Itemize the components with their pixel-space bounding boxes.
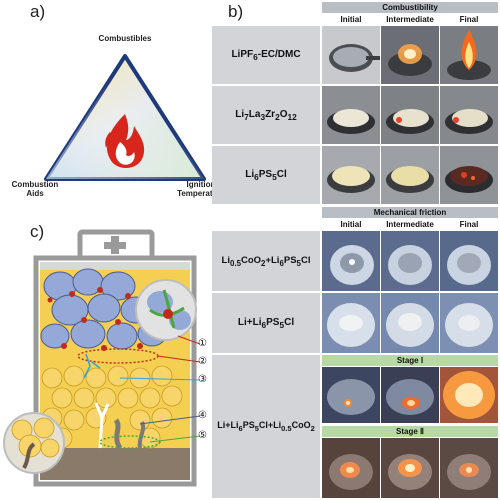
row-label-lpsc: Li6PS5Cl — [212, 146, 320, 204]
photo-friction2-intermediate — [381, 293, 439, 353]
photo-electrolyte-final — [440, 26, 498, 84]
row-label-lipf6: LiPF6-EC/DMC — [212, 26, 320, 84]
photo-llzo-final — [440, 86, 498, 144]
photo-stage2-initial — [322, 438, 380, 498]
col-final: Final — [459, 15, 479, 24]
callout-5: ⑤ — [198, 430, 207, 441]
panel-a-label: a) — [30, 2, 46, 21]
photo-stage1-intermediate — [381, 367, 439, 423]
flame-icon — [105, 114, 145, 168]
combustibility-header: Combustibility — [322, 2, 498, 13]
col-initial: Initial — [340, 15, 362, 24]
friction-col-final: Final — [459, 220, 479, 229]
triangle-right-label: Ignition Temperature — [177, 180, 225, 198]
fire-triangle — [44, 54, 206, 181]
photo-friction2-final — [440, 293, 498, 353]
row-label-li-lpsc: Li+Li6PS5Cl — [212, 293, 320, 353]
photo-stage2-final — [440, 438, 498, 498]
friction-col-initial: Initial — [340, 220, 362, 229]
panel-b-label: b) — [228, 2, 244, 21]
photo-stage1-initial — [322, 367, 380, 423]
photo-friction1-intermediate — [381, 231, 439, 291]
callout-3: ③ — [198, 374, 207, 385]
friction-header: Mechanical friction — [322, 207, 498, 218]
callout-4: ④ — [198, 410, 207, 421]
photo-lpsc-final — [440, 146, 498, 204]
stage1-bar: Stage Ⅰ — [322, 355, 498, 366]
photo-stage2-intermediate — [381, 438, 439, 498]
photo-electrolyte-initial — [322, 26, 380, 84]
photo-friction1-initial — [322, 231, 380, 291]
photo-friction2-initial — [322, 293, 380, 353]
battery-schematic — [3, 229, 201, 487]
photo-lpsc-intermediate — [381, 146, 439, 204]
row-label-llzo: Li7La3Zr2O12 — [212, 86, 320, 144]
col-intermediate: Intermediate — [386, 15, 434, 24]
friction-col-intermediate: Intermediate — [386, 220, 434, 229]
triangle-top-label: Combustibles — [98, 34, 152, 43]
photo-friction1-final — [440, 231, 498, 291]
photo-llzo-intermediate — [381, 86, 439, 144]
photo-stage1-final — [440, 367, 498, 423]
photo-llzo-initial — [322, 86, 380, 144]
photo-lpsc-initial — [322, 146, 380, 204]
stage2-bar: Stage Ⅱ — [322, 426, 498, 437]
triangle-left-label: Combustion Aids — [11, 180, 59, 198]
callout-1: ① — [198, 338, 207, 349]
row-label-li-lpsc-lco: Li+Li6PS5Cl+Li0.5CoO2 — [212, 355, 320, 498]
row-label-lco-lpsc: Li0.5CoO2+Li6PS5Cl — [212, 231, 320, 291]
panel-c-label: c) — [30, 222, 45, 241]
photo-electrolyte-intermediate — [381, 26, 439, 84]
callout-2: ② — [198, 356, 207, 367]
